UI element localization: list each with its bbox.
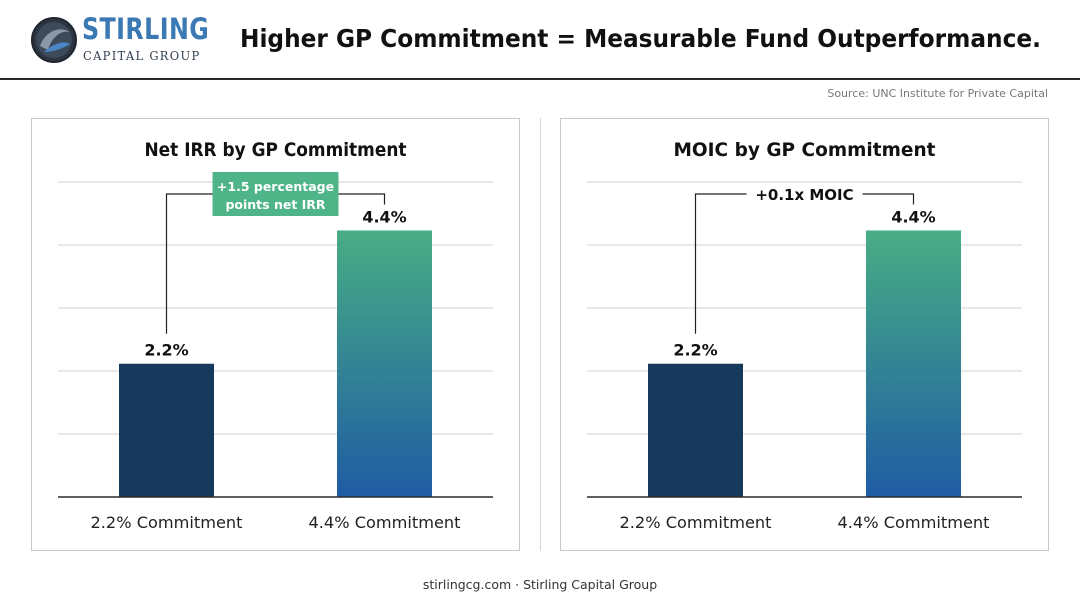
category-label: 2.2% Commitment (91, 513, 243, 532)
net-irr-chart-panel: Net IRR by GP Commitment 2.2% 2.2% Commitm… (31, 118, 520, 551)
brand-logo[interactable]: STIRLING CAPITAL GROUP (30, 12, 210, 68)
logo-globe-icon (31, 17, 77, 63)
category-label: 2.2% Commitment (620, 513, 772, 532)
bar-1 (119, 363, 214, 497)
net-irr-chart: Net IRR by GP Commitment 2.2% 2.2% Commitm… (58, 139, 493, 532)
brand-subtitle: CAPITAL GROUP (83, 48, 201, 63)
page-title: Higher GP Commitment = Measurable Fund O… (240, 24, 1041, 53)
data-label: 2.2% (144, 341, 188, 360)
header-divider (0, 78, 1080, 80)
brand-name: STIRLING (82, 12, 210, 46)
bar-1 (648, 363, 743, 497)
annotation-badge (212, 172, 339, 216)
header: STIRLING CAPITAL GROUP Higher GP Commitm… (0, 0, 1080, 80)
annotation-text: points net IRR (225, 197, 325, 212)
data-label: 4.4% (362, 207, 406, 226)
moic-chart-panel: MOIC by GP Commitment 2.2% 2.2% Commitment… (560, 118, 1049, 551)
moic-chart: MOIC by GP Commitment 2.2% 2.2% Commitment… (587, 139, 1022, 532)
panel-divider (540, 118, 541, 551)
chart-title: Net IRR by GP Commitment (145, 139, 407, 161)
annotation-text: +1.5 percentage (217, 179, 334, 194)
bar-2 (337, 230, 432, 497)
source-note: Source: UNC Institute for Private Capita… (827, 87, 1048, 100)
data-label: 2.2% (673, 341, 717, 360)
chart-title: MOIC by GP Commitment (674, 139, 936, 161)
footer-text: stirlingcg.com · Stirling Capital Group (422, 577, 658, 592)
category-label: 4.4% Commitment (309, 513, 461, 532)
annotation-background (746, 183, 863, 205)
bar-2 (866, 230, 961, 497)
annotation-text: +0.1x MOIC (755, 186, 853, 204)
category-label: 4.4% Commitment (838, 513, 990, 532)
data-label: 4.4% (891, 207, 935, 226)
